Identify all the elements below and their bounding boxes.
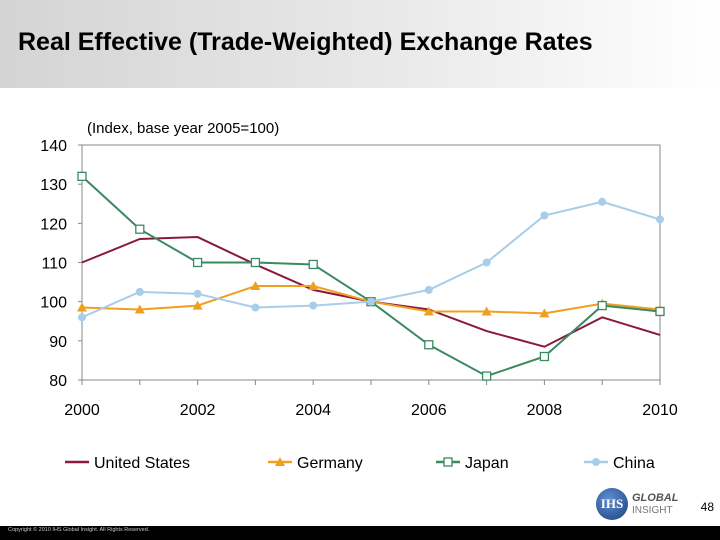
- logo-text-line2: INSIGHT: [632, 505, 673, 516]
- y-tick-label: 140: [40, 138, 67, 155]
- chart-subtitle: (Index, base year 2005=100): [87, 120, 279, 137]
- data-point: [192, 257, 203, 268]
- title-band: [0, 0, 720, 88]
- x-tick-label: 2008: [527, 402, 563, 419]
- data-point: [77, 302, 87, 312]
- y-tick-label: 120: [40, 216, 67, 233]
- data-point: [77, 171, 87, 181]
- line-chart: (Index, base year 2005=100) 80 90 100 110 120…: [40, 120, 678, 472]
- data-point: [655, 306, 665, 317]
- data-point: [250, 281, 261, 290]
- y-tick-label: 110: [41, 256, 67, 273]
- data-point: [482, 258, 491, 267]
- y-tick-label: 80: [49, 373, 67, 390]
- data-point: [423, 306, 434, 316]
- data-point: [539, 308, 550, 318]
- data-point: [251, 303, 260, 312]
- company-logo: IHS GLOBAL INSIGHT: [596, 488, 698, 524]
- x-tick-label: 2006: [411, 402, 447, 419]
- legend-marker: [592, 458, 600, 466]
- data-point: [308, 259, 318, 270]
- data-point: [193, 289, 202, 298]
- legend-label: Japan: [465, 455, 509, 472]
- data-point: [481, 371, 492, 381]
- data-point: [424, 340, 434, 350]
- slide-title: Real Effective (Trade-Weighted) Exchange…: [18, 28, 593, 56]
- legend-marker: [275, 457, 285, 466]
- footer-bar: Copyright © 2010 IHS Global Insight. All…: [0, 526, 720, 540]
- logo-circle-icon: [596, 488, 628, 520]
- logo-text-line1: GLOBAL: [632, 492, 679, 504]
- data-point: [78, 313, 86, 322]
- copyright-text: Copyright © 2010 IHS Global Insight. All…: [8, 527, 150, 533]
- plot-frame: [81, 144, 661, 381]
- data-point: [539, 351, 550, 362]
- data-point: [367, 297, 375, 306]
- data-point: [135, 287, 144, 296]
- data-point: [424, 285, 433, 294]
- x-tick-label: 2000: [64, 402, 100, 419]
- legend-label: China: [613, 455, 655, 472]
- legend-marker: [443, 457, 453, 467]
- logo-mark: IHS: [600, 496, 624, 511]
- data-point: [250, 257, 261, 268]
- y-tick-label: 90: [49, 334, 67, 351]
- x-tick-label: 2002: [180, 402, 216, 419]
- data-point: [481, 306, 492, 316]
- legend-label: United States: [94, 455, 190, 472]
- x-tick-label: 2004: [295, 402, 331, 419]
- series-line: [81, 175, 661, 378]
- data-point: [192, 300, 203, 310]
- x-tick-label: 2010: [642, 402, 678, 419]
- data-point: [656, 215, 664, 224]
- legend-label: Germany: [297, 455, 363, 472]
- y-tick-label: 100: [40, 295, 67, 312]
- data-point: [309, 301, 318, 310]
- data-point: [308, 281, 319, 290]
- data-point: [598, 197, 607, 206]
- data-point: [134, 304, 145, 314]
- page-number: 48: [700, 500, 714, 514]
- data-point: [597, 300, 607, 311]
- data-point: [135, 224, 145, 234]
- y-tick-label: 130: [40, 177, 67, 194]
- data-point: [540, 211, 549, 220]
